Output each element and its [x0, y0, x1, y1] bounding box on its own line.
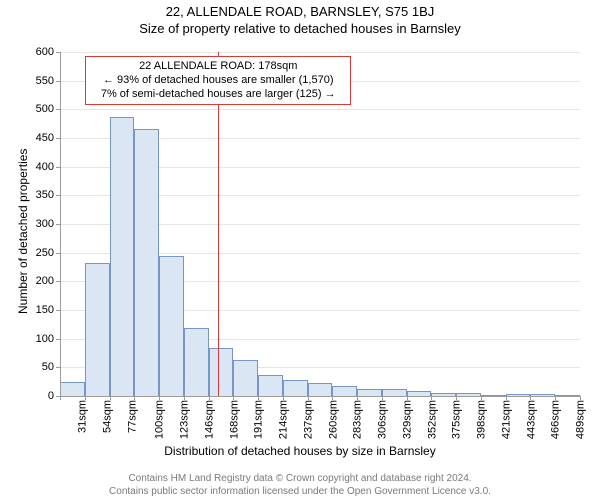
histogram-bar — [233, 360, 258, 396]
x-tick-label: 466sqm — [550, 400, 562, 439]
x-tick-label: 54sqm — [101, 400, 113, 433]
histogram-bar — [110, 117, 135, 396]
footer-line1: Contains HM Land Registry data © Crown c… — [10, 472, 590, 485]
annotation-line3: 7% of semi-detached houses are larger (1… — [92, 88, 344, 102]
histogram-bar — [209, 348, 234, 396]
histogram-bar — [134, 129, 159, 396]
y-tick-label: 250 — [36, 247, 54, 259]
y-axis-line — [60, 52, 61, 396]
x-tick-label: 352sqm — [426, 400, 438, 439]
histogram-bar — [357, 389, 382, 396]
y-tick-label: 200 — [36, 275, 54, 287]
footer-attribution: Contains HM Land Registry data © Crown c… — [10, 472, 590, 498]
x-tick-label: 31sqm — [77, 400, 89, 433]
footer-line2: Contains public sector information licen… — [10, 485, 590, 498]
x-tick-label: 77sqm — [126, 400, 138, 433]
x-tick-label: 168sqm — [228, 400, 240, 439]
histogram-bar — [382, 389, 407, 396]
x-axis-line — [60, 396, 580, 397]
x-tick-label: 306sqm — [377, 400, 389, 439]
x-axis-label: Distribution of detached houses by size … — [0, 444, 600, 458]
histogram-bar — [60, 382, 85, 396]
x-tick-label: 443sqm — [525, 400, 537, 439]
page-title-line2: Size of property relative to detached ho… — [0, 21, 600, 36]
annotation-line2: ← 93% of detached houses are smaller (1,… — [92, 74, 344, 88]
gridline — [60, 52, 580, 53]
x-tick-label: 329sqm — [401, 400, 413, 439]
y-tick-label: 0 — [48, 390, 54, 402]
x-tick-label: 398sqm — [476, 400, 488, 439]
y-tick-label: 100 — [36, 333, 54, 345]
y-tick-label: 50 — [42, 361, 54, 373]
y-tick-label: 300 — [36, 218, 54, 230]
annotation-line1: 22 ALLENDALE ROAD: 178sqm — [92, 60, 344, 74]
y-axis-label: Number of detached properties — [16, 149, 30, 314]
x-tick-label: 237sqm — [302, 400, 314, 439]
y-tick-label: 150 — [36, 304, 54, 316]
annotation-box: 22 ALLENDALE ROAD: 178sqm ← 93% of detac… — [85, 56, 351, 105]
y-tick-label: 600 — [36, 46, 54, 58]
y-tick-label: 550 — [36, 75, 54, 87]
y-tick-label: 350 — [36, 189, 54, 201]
y-tick-label: 450 — [36, 132, 54, 144]
x-tick-label: 260sqm — [327, 400, 339, 439]
histogram-bar — [283, 380, 308, 396]
histogram-bar — [332, 386, 357, 396]
y-tick-label: 500 — [36, 103, 54, 115]
x-tick-label: 375sqm — [451, 400, 463, 439]
x-tick-label: 421sqm — [501, 400, 513, 439]
x-tick-label: 214sqm — [278, 400, 290, 439]
histogram-bar — [308, 383, 333, 396]
histogram-bar — [258, 375, 283, 396]
gridline — [60, 109, 580, 110]
page-title-line1: 22, ALLENDALE ROAD, BARNSLEY, S75 1BJ — [0, 4, 600, 19]
x-tick-mark — [580, 396, 581, 400]
x-tick-label: 489sqm — [575, 400, 587, 439]
x-tick-label: 283sqm — [352, 400, 364, 439]
histogram-bar — [85, 263, 110, 396]
y-tick-label: 400 — [36, 161, 54, 173]
histogram-bar — [159, 256, 184, 396]
x-tick-label: 191sqm — [253, 400, 265, 439]
x-tick-label: 146sqm — [203, 400, 215, 439]
histogram-bar — [184, 328, 209, 396]
x-tick-label: 100sqm — [154, 400, 166, 439]
x-tick-label: 123sqm — [179, 400, 191, 439]
